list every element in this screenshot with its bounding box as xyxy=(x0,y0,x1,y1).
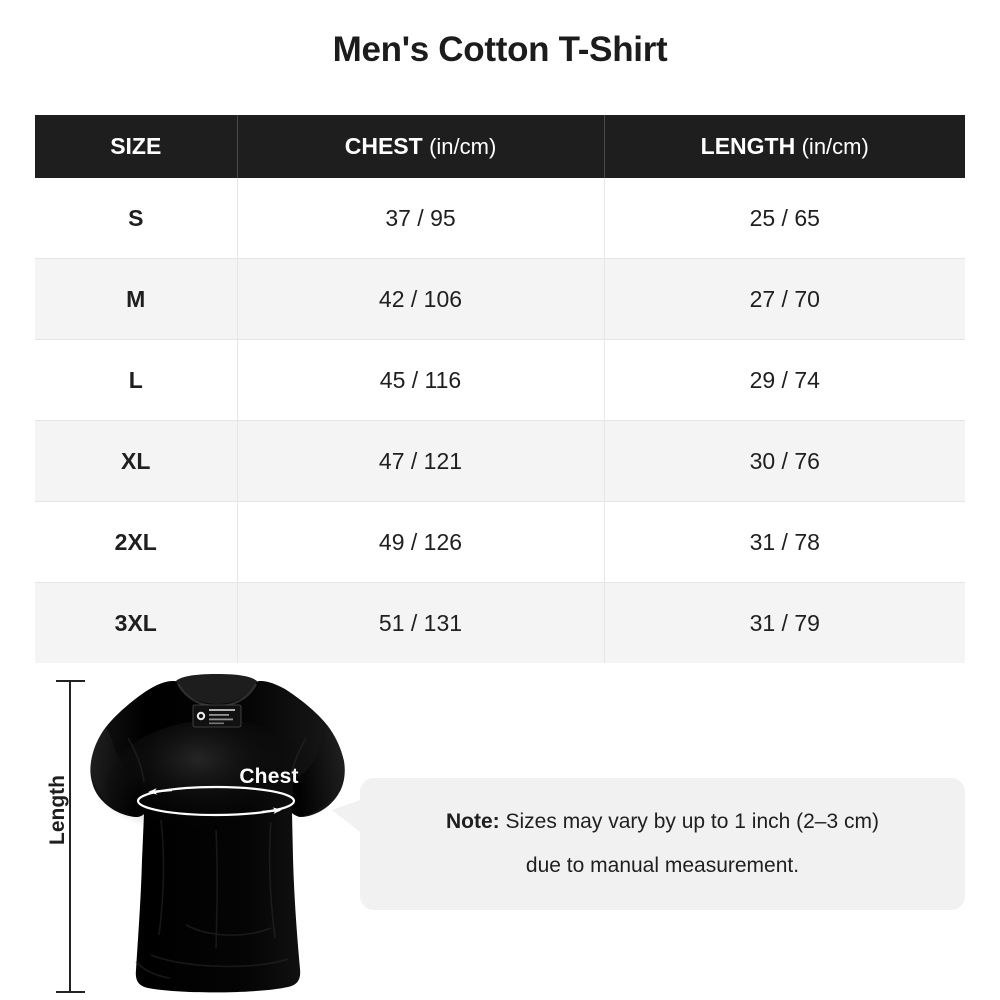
table-header-row: SIZE CHEST (in/cm) LENGTH (in/cm) xyxy=(35,115,965,178)
cell-size: L xyxy=(35,339,238,421)
tshirt-illustration: Chest xyxy=(66,670,366,995)
note-line-1-text: Sizes may vary by up to 1 inch (2–3 cm) xyxy=(499,810,879,833)
chest-measure-arrow-right xyxy=(261,807,282,815)
cell-chest: 47 / 121 xyxy=(237,420,605,502)
column-header-size-label: SIZE xyxy=(110,133,162,159)
cell-chest: 51 / 131 xyxy=(237,582,605,663)
table-row: L 45 / 116 29 / 74 xyxy=(35,339,965,421)
tshirt-collar xyxy=(176,674,257,704)
measurement-diagram: Length xyxy=(0,660,1000,1000)
cell-length: 31 / 78 xyxy=(604,501,965,583)
column-header-size: SIZE xyxy=(35,115,238,178)
table-row: XL 47 / 121 30 / 76 xyxy=(35,420,965,502)
column-header-length-unit: (in/cm) xyxy=(801,134,869,159)
cell-length: 30 / 76 xyxy=(604,420,965,502)
table-row: 2XL 49 / 126 31 / 78 xyxy=(35,501,965,583)
cell-length: 25 / 65 xyxy=(604,178,965,259)
tshirt-svg xyxy=(90,674,345,993)
table-row: 3XL 51 / 131 31 / 79 xyxy=(35,582,965,663)
page-title: Men's Cotton T-Shirt xyxy=(332,30,668,69)
chest-measure-arrow-left xyxy=(148,788,173,795)
table-body: S 37 / 95 25 / 65 M 42 / 106 27 / 70 L 4… xyxy=(35,178,965,663)
cell-size: S xyxy=(35,178,238,259)
tshirt-fold-lines xyxy=(127,737,307,979)
note-callout: Note: Sizes may vary by up to 1 inch (2–… xyxy=(332,778,965,910)
tshirt-neck-label-icon xyxy=(192,704,242,728)
cell-chest: 45 / 116 xyxy=(237,339,605,421)
length-tick-bottom xyxy=(56,991,85,993)
column-header-length: LENGTH (in/cm) xyxy=(604,115,965,178)
cell-chest: 37 / 95 xyxy=(237,178,605,259)
length-tick-top xyxy=(56,680,85,682)
note-lead-label: Note: xyxy=(446,810,500,833)
table-header: SIZE CHEST (in/cm) LENGTH (in/cm) xyxy=(35,115,965,178)
table-row: S 37 / 95 25 / 65 xyxy=(35,178,965,259)
chest-measure-ellipse xyxy=(136,785,296,817)
column-header-chest-unit: (in/cm) xyxy=(429,134,497,159)
table-row: M 42 / 106 27 / 70 xyxy=(35,258,965,340)
cell-chest: 42 / 106 xyxy=(237,258,605,340)
column-header-length-label: LENGTH xyxy=(700,133,796,159)
length-measure-bracket-icon: Length xyxy=(42,680,86,995)
size-chart-table: SIZE CHEST (in/cm) LENGTH (in/cm) S 37 /… xyxy=(35,115,965,663)
cell-chest: 49 / 126 xyxy=(237,501,605,583)
cell-size: XL xyxy=(35,420,238,502)
cell-length: 27 / 70 xyxy=(604,258,965,340)
cell-length: 29 / 74 xyxy=(604,339,965,421)
column-header-chest-label: CHEST xyxy=(344,133,423,159)
column-header-chest: CHEST (in/cm) xyxy=(237,115,605,178)
cell-size: M xyxy=(35,258,238,340)
cell-size: 2XL xyxy=(35,501,238,583)
cell-length: 31 / 79 xyxy=(604,582,965,663)
length-measure-line xyxy=(69,682,71,993)
note-line-2: due to manual measurement. xyxy=(525,854,800,877)
note-line-1: Note: Sizes may vary by up to 1 inch (2–… xyxy=(446,800,879,844)
cell-size: 3XL xyxy=(35,582,238,663)
